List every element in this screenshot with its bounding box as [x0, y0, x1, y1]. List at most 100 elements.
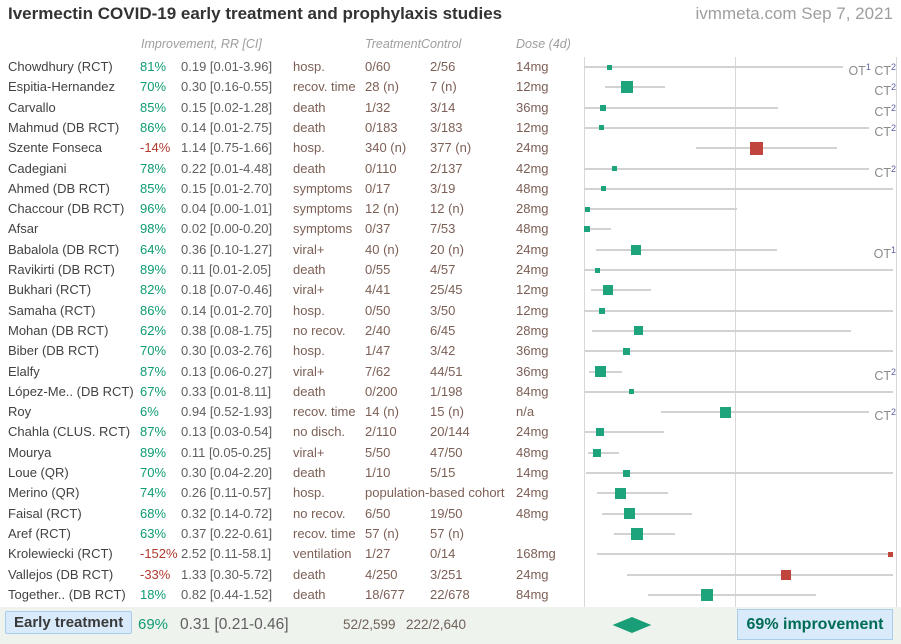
control-value: 0/14	[430, 546, 456, 562]
column-header-improvement: Improvement, RR [CI]	[141, 37, 262, 51]
study-name: Espitia-Hernandez	[8, 79, 115, 95]
treatment-value: 0/183	[365, 119, 398, 135]
improvement-value: 89%	[140, 262, 167, 277]
study-row: Espitia-Hernandez 70% 0.30 [0.16-0.55] reco…	[0, 77, 901, 102]
ci-line	[590, 289, 652, 292]
treatment-value: 18/677	[365, 586, 405, 602]
outcome-label: recov. time	[293, 404, 356, 420]
improvement-value: 85%	[140, 99, 167, 115]
study-name: Mahmud (DB RCT)	[8, 119, 120, 135]
study-name: Chahla (CLUS. RCT)	[8, 424, 131, 440]
control-value: 19/50	[430, 505, 463, 521]
outcome-label: recov. time	[293, 79, 356, 95]
study-name: Carvallo	[8, 99, 56, 115]
study-row: Mahmud (DB RCT) 86% 0.14 [0.01-2.75] death 0…	[0, 117, 901, 143]
study-name: Merino (QR)	[8, 485, 80, 501]
effect-square	[623, 469, 630, 477]
control-value: 377 (n)	[430, 140, 472, 156]
study-row: Elalfy 87% 0.13 [0.06-0.27] viral+ 7/62 44/51…	[0, 361, 901, 386]
summary-label-box[interactable]: Early treatment	[5, 611, 133, 634]
page-title: Ivermectin COVID-19 early treatment and …	[8, 4, 503, 23]
control-value: 12 (n)	[430, 201, 464, 217]
dose-value: 14mg	[516, 465, 549, 480]
treatment-value: 1/10	[365, 465, 391, 480]
rr-ci-value: 0.11 [0.01-2.05]	[181, 262, 272, 277]
improvement-value: 81%	[140, 59, 167, 74]
study-row: Chahla (CLUS. RCT) 87% 0.13 [0.03-0.54] no …	[0, 422, 901, 442]
dose-value: 14mg	[516, 59, 549, 74]
study-row: Afsar 98% 0.02 [0.00-0.20] symptoms 0/37 7/53…	[0, 219, 901, 239]
study-row: Mohan (DB RCT) 62% 0.38 [0.08-1.75] no reco…	[0, 321, 901, 341]
study-name: Bukhari (RCT)	[8, 282, 92, 298]
outcome-label: no recov.	[293, 322, 346, 338]
source-and-date: ivmmeta.com Sep 7, 2021	[695, 4, 893, 23]
axis-gridline-rr-zero	[584, 57, 585, 607]
rr-ci-value: 0.14 [0.01-2.70]	[181, 302, 273, 318]
study-row: Ravikirti (DB RCT) 89% 0.11 [0.01-2.05] dea…	[0, 260, 901, 280]
ci-line	[584, 350, 893, 353]
ci-line	[660, 411, 880, 414]
control-value: 3/251	[430, 566, 463, 582]
dose-value: 24mg	[516, 566, 549, 582]
treatment-value: 12 (n)	[365, 201, 399, 217]
study-annotation: CT2	[869, 117, 896, 143]
study-row: Aref (RCT) 63% 0.37 [0.22-0.61] recov. time…	[0, 524, 901, 544]
study-name: Loue (QR)	[8, 465, 69, 480]
outcome-label: hosp.	[293, 140, 325, 156]
dose-value: 48mg	[516, 180, 549, 196]
ci-line	[597, 553, 893, 556]
improvement-value: 70%	[140, 343, 167, 359]
rr-ci-value: 0.14 [0.01-2.75]	[181, 119, 273, 135]
study-row: Mourya 89% 0.11 [0.05-0.25] viral+ 5/50 47/50…	[0, 443, 901, 463]
improvement-value: 78%	[140, 160, 167, 176]
effect-square	[602, 285, 613, 296]
study-name: Aref (RCT)	[8, 525, 71, 541]
treatment-value: 0/55	[365, 262, 391, 277]
ci-line	[614, 532, 675, 535]
outcome-label: symptoms	[293, 180, 353, 196]
study-row: Merino (QR) 74% 0.26 [0.11-0.57] hosp. popul…	[0, 483, 901, 503]
dose-value: 12mg	[516, 119, 549, 135]
effect-square	[596, 428, 605, 437]
rr-ci-value: 0.33 [0.01-8.11]	[181, 383, 272, 399]
outcome-label: hosp.	[293, 59, 325, 74]
rr-ci-value: 0.15 [0.01-2.70]	[181, 180, 273, 196]
outcome-label: symptoms	[293, 221, 353, 237]
effect-square	[623, 347, 630, 355]
ci-line	[696, 147, 838, 150]
treatment-value: population-based cohort	[365, 485, 505, 501]
rr-ci-value: 0.13 [0.06-0.27]	[181, 363, 273, 379]
study-row: Ahmed (DB RCT) 85% 0.15 [0.01-2.70] symptom…	[0, 179, 901, 199]
rr-ci-value: 0.02 [0.00-0.20]	[181, 221, 273, 237]
dose-value: 48mg	[516, 505, 549, 521]
outcome-label: death	[293, 262, 326, 277]
effect-square	[750, 141, 764, 155]
effect-square	[634, 326, 644, 336]
treatment-value: 1/32	[365, 99, 391, 115]
effect-square	[594, 267, 600, 273]
effect-square	[624, 508, 636, 520]
rr-ci-value: 0.30 [0.16-0.55]	[181, 79, 273, 95]
control-value: 3/42	[430, 343, 456, 359]
ci-line	[584, 269, 893, 271]
rr-ci-value: 0.26 [0.11-0.57]	[181, 485, 272, 501]
control-value: 3/19	[430, 180, 456, 196]
control-value: 4/57	[430, 262, 456, 277]
treatment-value: 0/37	[365, 221, 391, 237]
study-name: Krolewiecki (RCT)	[8, 546, 113, 562]
effect-square	[620, 81, 633, 94]
effect-square	[600, 186, 606, 192]
study-row: Loue (QR) 70% 0.30 [0.04-2.20] death 1/10 5/1…	[0, 463, 901, 483]
ci-line	[587, 451, 619, 454]
rr-ci-value: 0.15 [0.02-1.28]	[181, 99, 273, 115]
outcome-label: death	[293, 566, 326, 582]
ci-line	[597, 492, 669, 495]
ci-line	[584, 309, 893, 312]
rr-ci-value: 0.19 [0.01-3.96]	[181, 59, 273, 74]
study-name: Cadegiani	[8, 160, 67, 176]
rr-ci-value: 0.38 [0.08-1.75]	[181, 322, 273, 338]
ci-line	[595, 248, 777, 251]
summary-improvement-box[interactable]: 69% improvement	[737, 609, 893, 640]
dose-value: 36mg	[516, 343, 549, 359]
study-row: Vallejos (DB RCT) -33% 1.33 [0.30-5.72] dea…	[0, 565, 901, 585]
